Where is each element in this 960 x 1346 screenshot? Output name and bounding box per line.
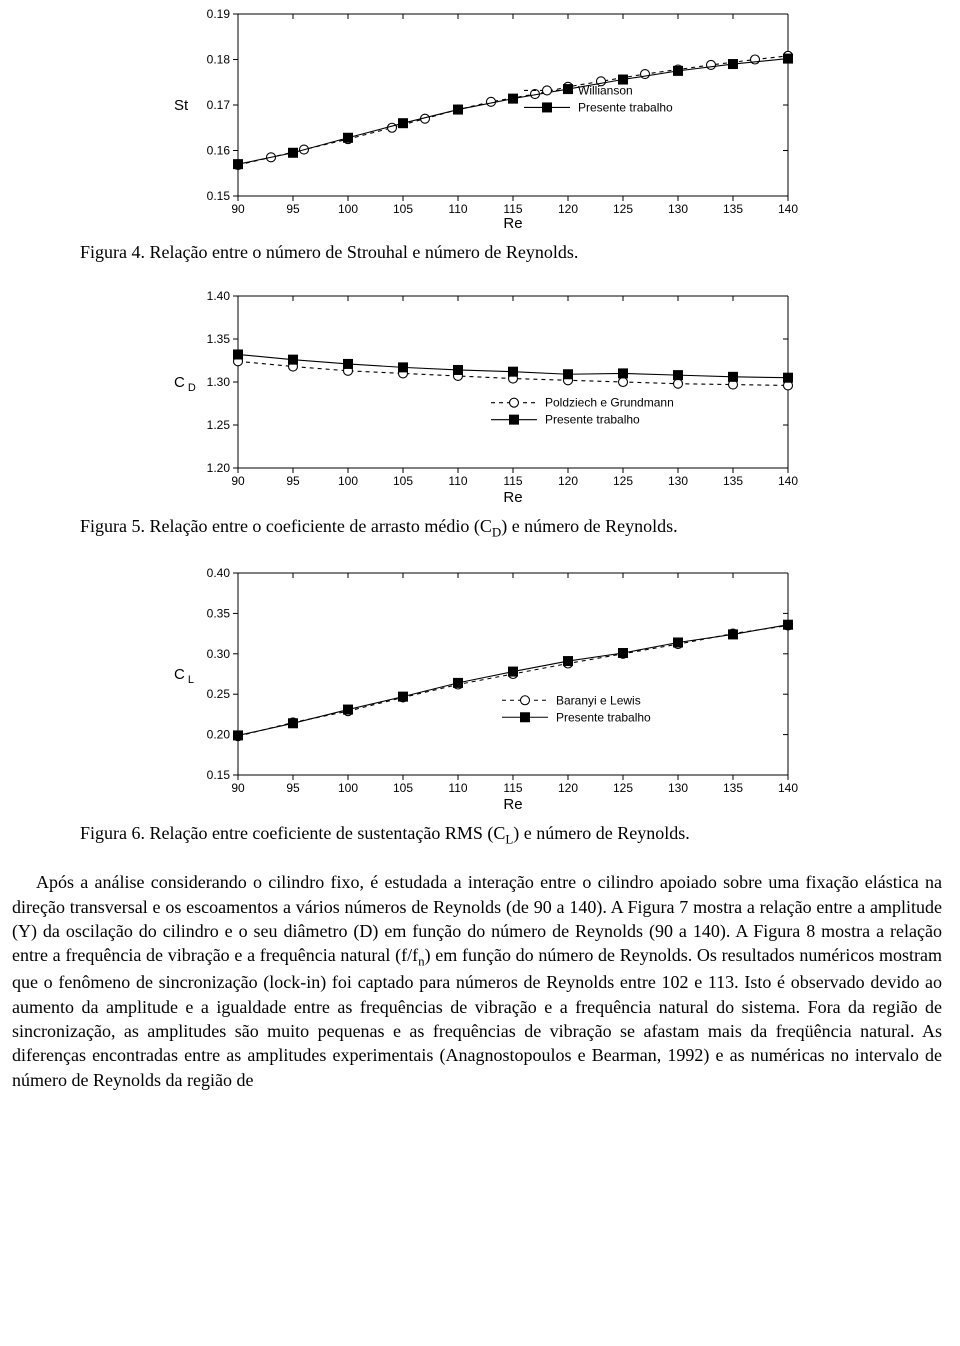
svg-text:120: 120 — [558, 781, 578, 795]
svg-text:0.20: 0.20 — [207, 728, 231, 742]
svg-text:105: 105 — [393, 781, 413, 795]
svg-text:135: 135 — [723, 474, 743, 488]
svg-text:135: 135 — [723, 781, 743, 795]
caption-text: ) e número de Reynolds. — [513, 823, 689, 843]
svg-text:115: 115 — [503, 781, 522, 795]
svg-text:Poldziech e Grundmann: Poldziech e Grundmann — [545, 396, 674, 410]
svg-text:100: 100 — [338, 202, 358, 216]
svg-text:110: 110 — [448, 202, 467, 216]
caption-text: Figura 6. Relação entre coeficiente de s… — [80, 823, 505, 843]
svg-text:0.15: 0.15 — [207, 768, 231, 782]
svg-text:Presente trabalho: Presente trabalho — [556, 711, 651, 725]
figure-6-caption: Figura 6. Relação entre coeficiente de s… — [0, 821, 960, 848]
svg-text:115: 115 — [503, 202, 522, 216]
svg-text:0.16: 0.16 — [207, 144, 231, 158]
chart-svg-2: 90 95 100 105 110 115 120 125 130 135 140 1.20 1.25 1… — [160, 286, 800, 508]
svg-text:0.40: 0.40 — [207, 566, 231, 580]
chart-svg-3: 90 95 100 105 110 115 120 125 130 135 140 0.15 0.20 0… — [160, 563, 800, 815]
svg-text:St: St — [174, 97, 189, 114]
svg-text:Baranyi e Lewis: Baranyi e Lewis — [556, 694, 641, 708]
svg-text:125: 125 — [613, 474, 633, 488]
svg-text:95: 95 — [286, 781, 300, 795]
figure-4-caption: Figura 4. Relação entre o número de Stro… — [0, 240, 960, 264]
svg-text:130: 130 — [668, 474, 688, 488]
svg-text:130: 130 — [668, 781, 688, 795]
body-paragraph: Após a análise considerando o cilindro f… — [0, 870, 960, 1091]
figure-5-caption: Figura 5. Relação entre o coeficiente de… — [0, 514, 960, 541]
svg-text:Re: Re — [503, 489, 522, 506]
svg-text:115: 115 — [503, 474, 522, 488]
svg-text:135: 135 — [723, 202, 743, 216]
svg-text:105: 105 — [393, 474, 413, 488]
figure-6-chart: 90 95 100 105 110 115 120 125 130 135 140 0.15 0.20 0… — [0, 563, 960, 815]
svg-text:95: 95 — [286, 474, 300, 488]
figure-5-chart: 90 95 100 105 110 115 120 125 130 135 140 1.20 1.25 1… — [0, 286, 960, 508]
caption-text: ) e número de Reynolds. — [501, 516, 677, 536]
svg-text:1.40: 1.40 — [207, 289, 231, 303]
svg-text:Willianson: Willianson — [578, 83, 633, 97]
svg-text:0.19: 0.19 — [207, 7, 231, 21]
svg-text:140: 140 — [778, 781, 798, 795]
svg-text:1.20: 1.20 — [207, 461, 231, 475]
svg-text:95: 95 — [286, 202, 300, 216]
svg-text:0.17: 0.17 — [207, 98, 231, 112]
svg-text:110: 110 — [448, 781, 467, 795]
svg-text:125: 125 — [613, 202, 633, 216]
body-text: ) em função do número de Reynolds. Os re… — [12, 945, 942, 1089]
svg-text:100: 100 — [338, 781, 358, 795]
svg-text:Presente trabalho: Presente trabalho — [545, 413, 640, 427]
svg-text:0.30: 0.30 — [207, 647, 231, 661]
svg-text:120: 120 — [558, 202, 578, 216]
svg-text:Re: Re — [503, 796, 522, 813]
svg-text:100: 100 — [338, 474, 358, 488]
svg-text:110: 110 — [448, 474, 467, 488]
svg-text:0.18: 0.18 — [207, 53, 231, 67]
svg-text:0.35: 0.35 — [207, 607, 231, 621]
svg-text:Re: Re — [503, 215, 522, 232]
svg-text:1.35: 1.35 — [207, 332, 231, 346]
svg-text:140: 140 — [778, 474, 798, 488]
svg-text:90: 90 — [231, 474, 245, 488]
svg-text:1.25: 1.25 — [207, 418, 231, 432]
svg-text:140: 140 — [778, 202, 798, 216]
figure-4-chart: 90 95 100 105 110 115 120 125 130 135 140 0.15 0.16 0… — [0, 4, 960, 234]
svg-text:105: 105 — [393, 202, 413, 216]
svg-text:90: 90 — [231, 202, 245, 216]
svg-text:90: 90 — [231, 781, 245, 795]
svg-text:1.30: 1.30 — [207, 375, 231, 389]
svg-text:0.25: 0.25 — [207, 688, 231, 702]
svg-text:0.15: 0.15 — [207, 189, 231, 203]
chart-svg-1: 90 95 100 105 110 115 120 125 130 135 140 0.15 0.16 0… — [160, 4, 800, 234]
svg-text:130: 130 — [668, 202, 688, 216]
svg-text:125: 125 — [613, 781, 633, 795]
caption-text: Figura 5. Relação entre o coeficiente de… — [80, 516, 492, 536]
svg-text:Presente trabalho: Presente trabalho — [578, 100, 673, 114]
caption-sub: D — [492, 525, 501, 540]
svg-text:120: 120 — [558, 474, 578, 488]
